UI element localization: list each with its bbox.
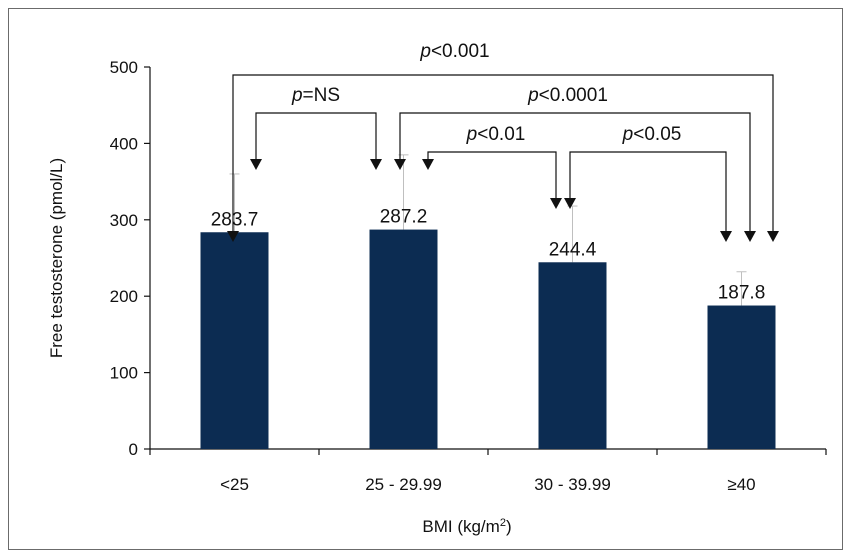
bar — [369, 229, 438, 449]
bracket-arrowhead — [422, 159, 434, 170]
y-tick-label: 200 — [110, 287, 138, 306]
bracket-arrowhead — [564, 198, 576, 209]
significance-bracket — [569, 151, 727, 232]
significance-bracket — [427, 151, 557, 199]
value-label: 187.8 — [718, 283, 766, 304]
y-tick-label: 300 — [110, 211, 138, 230]
y-tick-label: 400 — [110, 134, 138, 153]
significance-bracket — [232, 74, 774, 232]
p-value-label: p<0.01 — [466, 124, 526, 145]
bracket-arrowhead — [720, 231, 732, 242]
x-tick-label: <25 — [220, 475, 249, 494]
x-tick-label: 25 - 29.99 — [365, 475, 442, 494]
x-axis-label: BMI (kg/m2) — [422, 517, 511, 536]
significance-bracket — [255, 112, 377, 160]
axis-labels: Free testosterone (pmol/L) BMI (kg/m2) — [47, 158, 512, 536]
bracket-arrowhead — [744, 231, 756, 242]
bracket-arrowhead — [227, 231, 239, 242]
x-tick-label: ≥40 — [727, 475, 755, 494]
bar — [707, 305, 776, 449]
p-value-label: p<0.05 — [622, 124, 682, 145]
y-axis-label: Free testosterone (pmol/L) — [47, 158, 66, 358]
p-value-label: p<0.001 — [419, 41, 489, 62]
y-tick-label: 0 — [129, 440, 138, 459]
bracket-arrowhead — [394, 159, 406, 170]
significance-bracket — [399, 112, 751, 232]
error-bars — [229, 154, 747, 306]
bars — [200, 229, 776, 449]
bar — [200, 232, 269, 449]
y-tick-label: 500 — [110, 58, 138, 77]
value-label: 287.2 — [380, 207, 428, 228]
bracket-arrowhead — [550, 198, 562, 209]
x-tick-label: 30 - 39.99 — [534, 475, 611, 494]
value-label: 244.4 — [549, 239, 597, 260]
y-tick-label: 100 — [110, 364, 138, 383]
value-label: 283.7 — [211, 209, 259, 230]
bar — [538, 262, 607, 449]
value-labels: 283.7 287.2 244.4 187.8 — [211, 207, 766, 304]
bracket-arrowhead — [250, 159, 262, 170]
p-value-label: p<0.0001 — [527, 85, 608, 106]
bracket-arrowhead — [767, 231, 779, 242]
bracket-arrowhead — [370, 159, 382, 170]
p-value-label: p=NS — [291, 85, 340, 106]
